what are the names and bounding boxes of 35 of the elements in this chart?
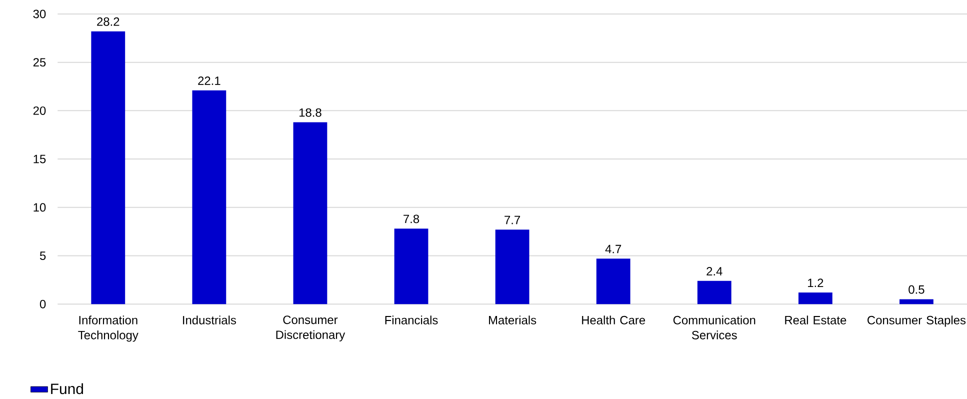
x-tick-label: Consumer Discretionary <box>276 316 346 342</box>
bar <box>900 299 934 304</box>
data-label: 4.7 <box>605 245 622 254</box>
data-label: 2.4 <box>706 267 722 276</box>
data-label: 18.8 <box>299 108 322 117</box>
x-tick-label: Consumer Staples <box>868 316 966 327</box>
y-tick-label: 10 <box>34 203 46 212</box>
x-tick-label: Materials <box>489 316 536 324</box>
y-tick-label: 15 <box>34 154 46 164</box>
x-tick-label: Health Care <box>582 316 646 324</box>
bar <box>192 90 226 304</box>
x-tick-label: Financials <box>385 316 438 324</box>
bar <box>394 228 428 304</box>
y-tick-label: 30 <box>33 10 46 18</box>
data-label: 7.7 <box>504 216 520 224</box>
data-label: 22.1 <box>198 76 220 85</box>
y-tick-label: 5 <box>40 252 46 260</box>
bar <box>495 230 530 304</box>
x-tick-label: Information Technology <box>78 316 138 342</box>
y-tick-label: 0 <box>40 300 46 308</box>
data-label: 7.8 <box>404 214 420 224</box>
bar <box>293 122 328 304</box>
x-tick-label: Industrials <box>183 316 236 324</box>
bar <box>697 280 732 304</box>
y-tick-label: 25 <box>33 58 46 67</box>
legend-label: Fund <box>51 383 84 394</box>
bar <box>798 292 832 304</box>
x-tick-label: Communication Services <box>673 316 756 340</box>
bar <box>596 258 630 304</box>
bar <box>91 31 126 304</box>
data-label: 1.2 <box>808 278 824 288</box>
x-tick-label: Real Estate <box>785 316 846 324</box>
data-label: 28.2 <box>97 17 120 26</box>
data-label: 0.5 <box>908 285 924 294</box>
y-tick-label: 20 <box>33 106 46 115</box>
